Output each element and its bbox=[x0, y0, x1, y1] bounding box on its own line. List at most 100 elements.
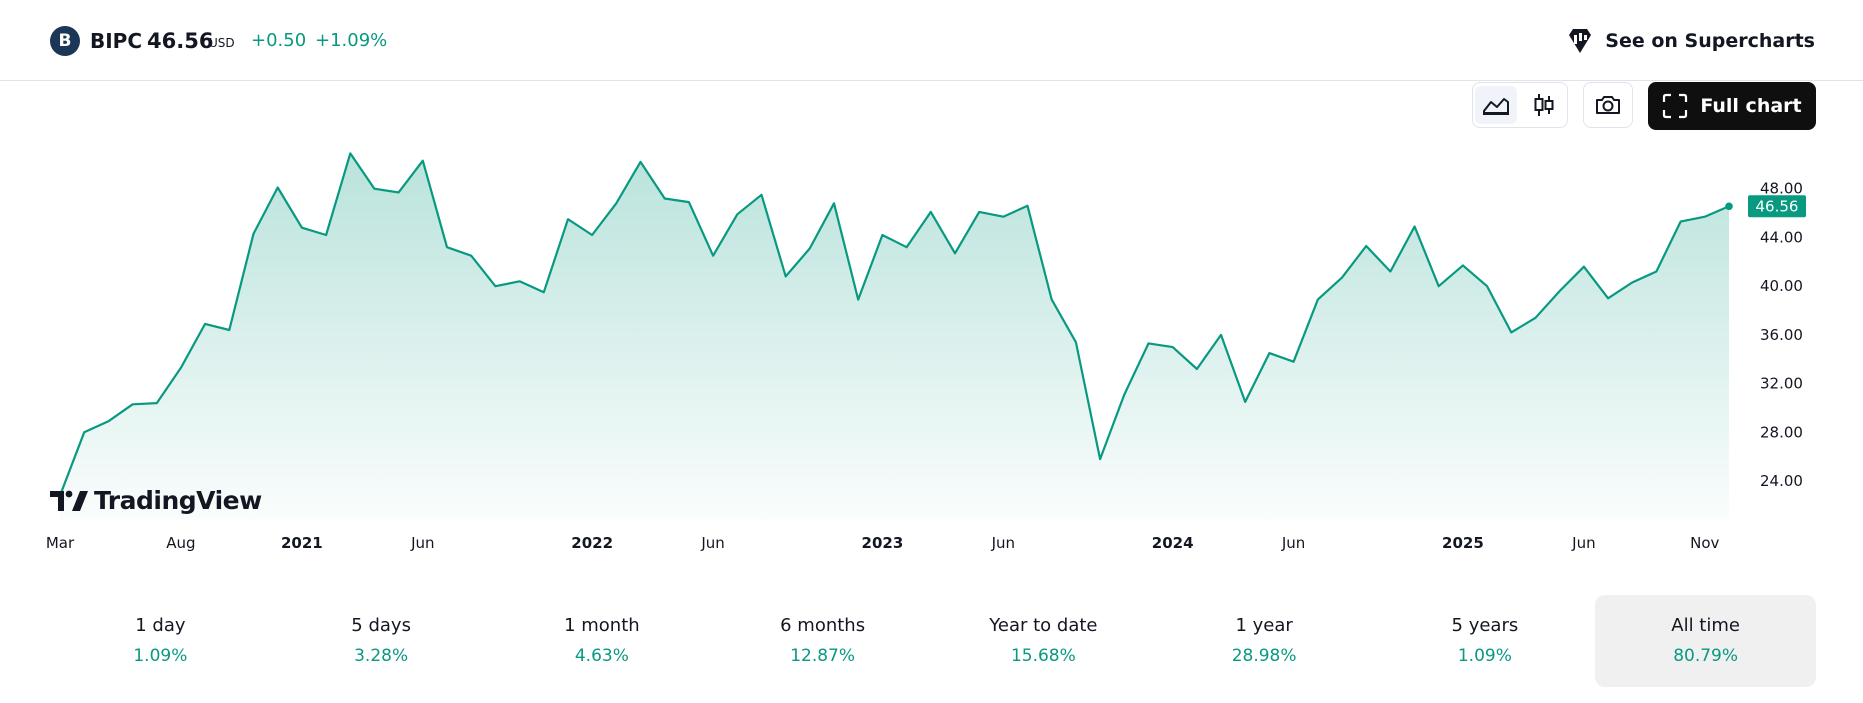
data-point[interactable] bbox=[1484, 283, 1490, 289]
price-chart[interactable]: 48.00 44.00 40.00 36.00 32.00 28.00 24.00 46.56… bbox=[0, 140, 1863, 565]
data-point[interactable] bbox=[444, 244, 450, 250]
data-point[interactable] bbox=[710, 253, 716, 259]
data-point[interactable] bbox=[1218, 332, 1224, 338]
data-point[interactable] bbox=[1121, 392, 1127, 398]
line-chart-icon bbox=[1483, 98, 1509, 115]
data-point[interactable] bbox=[81, 429, 87, 435]
data-point[interactable] bbox=[879, 232, 885, 238]
period-tab[interactable]: 5 years 1.09% bbox=[1375, 595, 1596, 687]
data-point[interactable] bbox=[1460, 262, 1466, 268]
data-point[interactable] bbox=[1170, 344, 1176, 350]
data-point[interactable] bbox=[541, 289, 547, 295]
data-point[interactable] bbox=[251, 231, 257, 237]
data-point[interactable] bbox=[323, 232, 329, 238]
data-point[interactable] bbox=[396, 189, 402, 195]
period-tab[interactable]: 1 day 1.09% bbox=[50, 595, 271, 687]
data-point[interactable] bbox=[638, 159, 644, 165]
data-point[interactable] bbox=[1266, 350, 1272, 356]
data-point[interactable] bbox=[202, 321, 208, 327]
data-point[interactable] bbox=[1629, 280, 1635, 286]
data-point[interactable] bbox=[517, 278, 523, 284]
line-chart-button[interactable] bbox=[1475, 86, 1517, 124]
data-point[interactable] bbox=[1678, 219, 1684, 225]
data-point[interactable] bbox=[1436, 283, 1442, 289]
data-point[interactable] bbox=[1194, 366, 1200, 372]
data-point[interactable] bbox=[226, 327, 232, 333]
period-tab[interactable]: All time 80.79% bbox=[1595, 595, 1816, 687]
data-point[interactable] bbox=[1049, 297, 1055, 303]
data-point[interactable] bbox=[952, 250, 958, 256]
data-point[interactable] bbox=[468, 253, 474, 259]
snapshot-button[interactable] bbox=[1587, 86, 1629, 124]
period-tab[interactable]: 1 year 28.98% bbox=[1154, 595, 1375, 687]
period-return: 3.28% bbox=[354, 646, 409, 666]
data-point[interactable] bbox=[1581, 264, 1587, 270]
data-point[interactable] bbox=[807, 245, 813, 251]
data-point[interactable] bbox=[734, 211, 740, 217]
data-point[interactable] bbox=[1000, 214, 1006, 220]
data-point[interactable] bbox=[1363, 243, 1369, 249]
data-point[interactable] bbox=[1702, 214, 1708, 220]
data-point[interactable] bbox=[831, 200, 837, 206]
y-tick-label: 28.00 bbox=[1760, 423, 1803, 441]
data-point[interactable] bbox=[1097, 456, 1103, 462]
data-point[interactable] bbox=[589, 232, 595, 238]
data-point[interactable] bbox=[105, 418, 111, 424]
period-return: 80.79% bbox=[1673, 646, 1739, 666]
period-tab[interactable]: Year to date 15.68% bbox=[933, 595, 1154, 687]
period-tab[interactable]: 5 days 3.28% bbox=[271, 595, 492, 687]
data-point[interactable] bbox=[130, 401, 136, 407]
tradingview-logo-icon bbox=[50, 490, 88, 511]
data-point[interactable] bbox=[1145, 340, 1151, 346]
y-tick-label: 40.00 bbox=[1760, 277, 1803, 295]
y-tick-label: 32.00 bbox=[1760, 375, 1803, 393]
period-tab[interactable]: 6 months 12.87% bbox=[712, 595, 933, 687]
data-point[interactable] bbox=[420, 158, 426, 164]
data-point[interactable] bbox=[371, 186, 377, 192]
data-point[interactable] bbox=[1412, 223, 1418, 229]
data-point[interactable] bbox=[662, 195, 668, 201]
data-point[interactable] bbox=[299, 225, 305, 231]
data-point[interactable] bbox=[1387, 269, 1393, 275]
last-price-badge-label: 46.56 bbox=[1756, 197, 1799, 215]
period-tab[interactable]: 1 month 4.63% bbox=[492, 595, 713, 687]
data-point[interactable] bbox=[178, 365, 184, 371]
data-point[interactable] bbox=[1339, 275, 1345, 281]
x-tick-label: 2023 bbox=[862, 534, 904, 552]
data-point[interactable] bbox=[492, 283, 498, 289]
symbol-name[interactable]: BIPC bbox=[90, 29, 143, 53]
data-point[interactable] bbox=[758, 192, 764, 198]
data-point[interactable] bbox=[565, 216, 571, 222]
x-tick-label: Jun bbox=[1281, 534, 1305, 552]
data-point[interactable] bbox=[347, 150, 353, 156]
full-chart-button[interactable]: Full chart bbox=[1648, 82, 1816, 130]
data-point[interactable] bbox=[613, 200, 619, 206]
data-point[interactable] bbox=[1025, 203, 1031, 209]
data-point[interactable] bbox=[1242, 399, 1248, 405]
data-point[interactable] bbox=[783, 273, 789, 279]
data-point[interactable] bbox=[904, 244, 910, 250]
data-point[interactable] bbox=[1291, 359, 1297, 365]
data-point[interactable] bbox=[855, 297, 861, 303]
last-price-badge bbox=[1748, 195, 1806, 218]
data-point[interactable] bbox=[1073, 339, 1079, 345]
candlestick-chart-button[interactable] bbox=[1523, 86, 1565, 124]
data-point[interactable] bbox=[154, 400, 160, 406]
data-point[interactable] bbox=[1315, 297, 1321, 303]
x-tick-label: Mar bbox=[46, 534, 75, 552]
data-point[interactable] bbox=[976, 209, 982, 215]
period-return: 4.63% bbox=[574, 646, 629, 666]
data-point[interactable] bbox=[1653, 269, 1659, 275]
data-point[interactable] bbox=[1557, 288, 1563, 294]
data-point[interactable] bbox=[1532, 315, 1538, 321]
data-point[interactable] bbox=[928, 209, 934, 215]
data-point[interactable] bbox=[275, 185, 281, 191]
data-point[interactable] bbox=[1508, 329, 1514, 335]
see-on-supercharts-link[interactable]: See on Supercharts bbox=[1565, 24, 1815, 58]
y-tick-label: 44.00 bbox=[1760, 228, 1803, 246]
data-point[interactable] bbox=[686, 199, 692, 205]
price-change-percent: +1.09% bbox=[315, 30, 388, 51]
period-label: 1 year bbox=[1235, 615, 1293, 636]
data-point[interactable] bbox=[1605, 295, 1611, 301]
y-tick-label: 24.00 bbox=[1760, 472, 1803, 490]
